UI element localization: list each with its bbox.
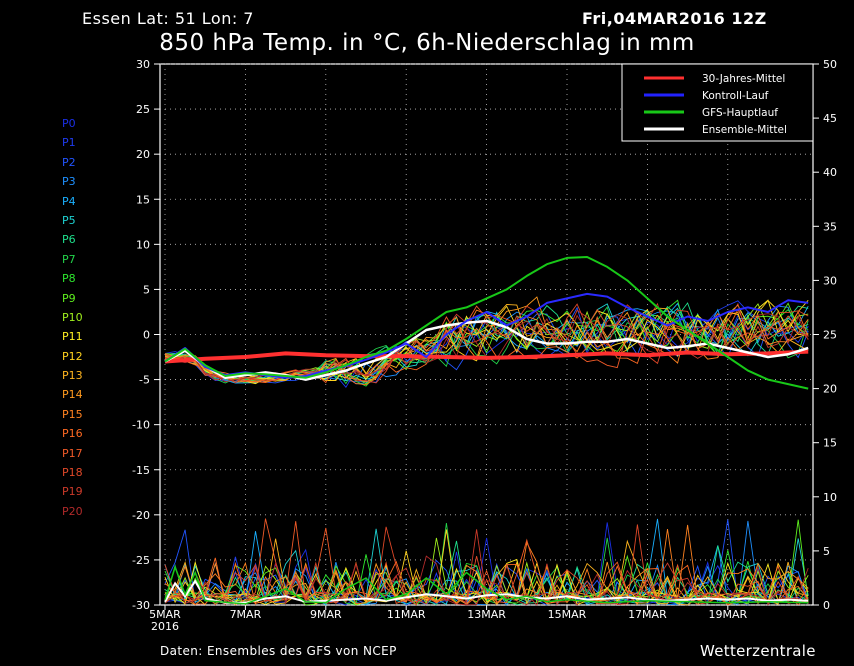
y-left-tick-label: -5 xyxy=(139,374,150,387)
member-label: P19 xyxy=(62,485,83,499)
brand-label: Wetterzentrale xyxy=(700,642,816,660)
member-precip-line xyxy=(164,518,809,606)
grid-lines xyxy=(160,63,813,606)
member-precip-line xyxy=(164,524,809,606)
y-left-tick-label: -10 xyxy=(132,419,150,432)
legend: 30-Jahres-Mittel Kontroll-Lauf GFS-Hauptla… xyxy=(621,63,814,142)
y-left-tick-label: -30 xyxy=(132,599,150,612)
member-label: P9 xyxy=(62,291,76,305)
temp-series-line xyxy=(164,319,809,381)
y-left-tick-label: 30 xyxy=(136,58,150,71)
y-left-tick-label: -15 xyxy=(132,464,150,477)
y-right-tick-label: 10 xyxy=(823,491,837,504)
y-right-tick-label: 30 xyxy=(823,274,837,287)
member-label: P3 xyxy=(62,175,76,189)
member-label: P6 xyxy=(62,233,76,247)
y-right-tick-label: 35 xyxy=(823,220,837,233)
member-precip-lines xyxy=(164,518,809,607)
x-tick-label: 19MAR xyxy=(708,608,747,621)
member-temp-line xyxy=(164,302,809,384)
y-right-tick-label: 25 xyxy=(823,329,837,342)
member-label: P1 xyxy=(62,136,76,150)
x-tick-label: 11MAR xyxy=(387,608,426,621)
y-right-tick-label: 40 xyxy=(823,166,837,179)
legend-label: Kontroll-Lauf xyxy=(702,90,769,102)
member-label: P18 xyxy=(62,466,83,480)
chart-title: 850 hPa Temp. in °C, 6h-Niederschlag in … xyxy=(159,30,695,56)
temp-series-line xyxy=(164,256,809,390)
member-label: P15 xyxy=(62,407,83,421)
main-series xyxy=(164,256,809,605)
y-right-tick-label: 50 xyxy=(823,58,837,71)
legend-label: 30-Jahres-Mittel xyxy=(702,73,785,85)
temp-series-line xyxy=(164,349,809,364)
y-left-tick-label: 15 xyxy=(136,193,150,206)
x-tick-label: 17MAR xyxy=(628,608,667,621)
member-label: P14 xyxy=(62,388,83,402)
legend-label: Ensemble-Mittel xyxy=(702,124,787,136)
location-label: Essen Lat: 51 Lon: 7 xyxy=(82,9,254,28)
member-label: P7 xyxy=(62,252,76,266)
x-tick-label: 9MAR xyxy=(310,608,342,621)
y-left-tick-label: 0 xyxy=(143,329,150,342)
member-label: P16 xyxy=(62,427,83,441)
precip-series-line xyxy=(164,564,809,605)
x-tick-label: 5MAR xyxy=(149,608,181,621)
y-left-tick-label: 25 xyxy=(136,103,150,116)
member-label: P10 xyxy=(62,310,83,324)
y-left-tick-label: 10 xyxy=(136,238,150,251)
ensemble-member-list: P0 P1 P2 P3 P4 P5 P6 P7 P8 P9 P10 P11 P12 P13 P14 P15 P1… xyxy=(62,114,83,521)
y-left-tick-label: -25 xyxy=(132,554,150,567)
y-right-tick-label: 5 xyxy=(823,545,830,558)
member-precip-line xyxy=(164,557,809,606)
x-tick-label: 15MAR xyxy=(548,608,587,621)
temp-series-line xyxy=(164,292,809,379)
x-tick-label: 2016 xyxy=(151,620,179,633)
member-label: P2 xyxy=(62,155,76,169)
x-tick-label: 7MAR xyxy=(230,608,262,621)
y-right-tick-label: 15 xyxy=(823,437,837,450)
member-label: P13 xyxy=(62,369,83,383)
member-label: P12 xyxy=(62,349,83,363)
member-label: P5 xyxy=(62,213,76,227)
y-left-tick-label: -20 xyxy=(132,509,150,522)
member-label: P8 xyxy=(62,272,76,286)
member-label: P17 xyxy=(62,446,83,460)
member-label: P11 xyxy=(62,330,83,344)
run-datetime: Fri,04MAR2016 12Z xyxy=(582,9,767,28)
y-left-tick-label: 5 xyxy=(143,283,150,296)
member-label: P4 xyxy=(62,194,76,208)
member-label: P20 xyxy=(62,504,83,518)
data-credit: Daten: Ensembles des GFS von NCEP xyxy=(160,644,397,658)
y-left-tick-label: 20 xyxy=(136,148,150,161)
x-tick-label: 13MAR xyxy=(467,608,506,621)
y-axis-left: 30 25 20 15 10 5 0 -5 -10 -15 -20 -25 -30 xyxy=(132,58,160,612)
legend-label: GFS-Hauptlauf xyxy=(702,107,778,119)
member-precip-line xyxy=(164,555,809,606)
member-label: P0 xyxy=(62,117,76,130)
member-temp-line xyxy=(164,299,809,385)
member-precip-line xyxy=(164,538,809,605)
y-right-tick-label: 0 xyxy=(823,599,830,612)
y-right-tick-label: 20 xyxy=(823,383,837,396)
y-right-tick-label: 45 xyxy=(823,112,837,125)
